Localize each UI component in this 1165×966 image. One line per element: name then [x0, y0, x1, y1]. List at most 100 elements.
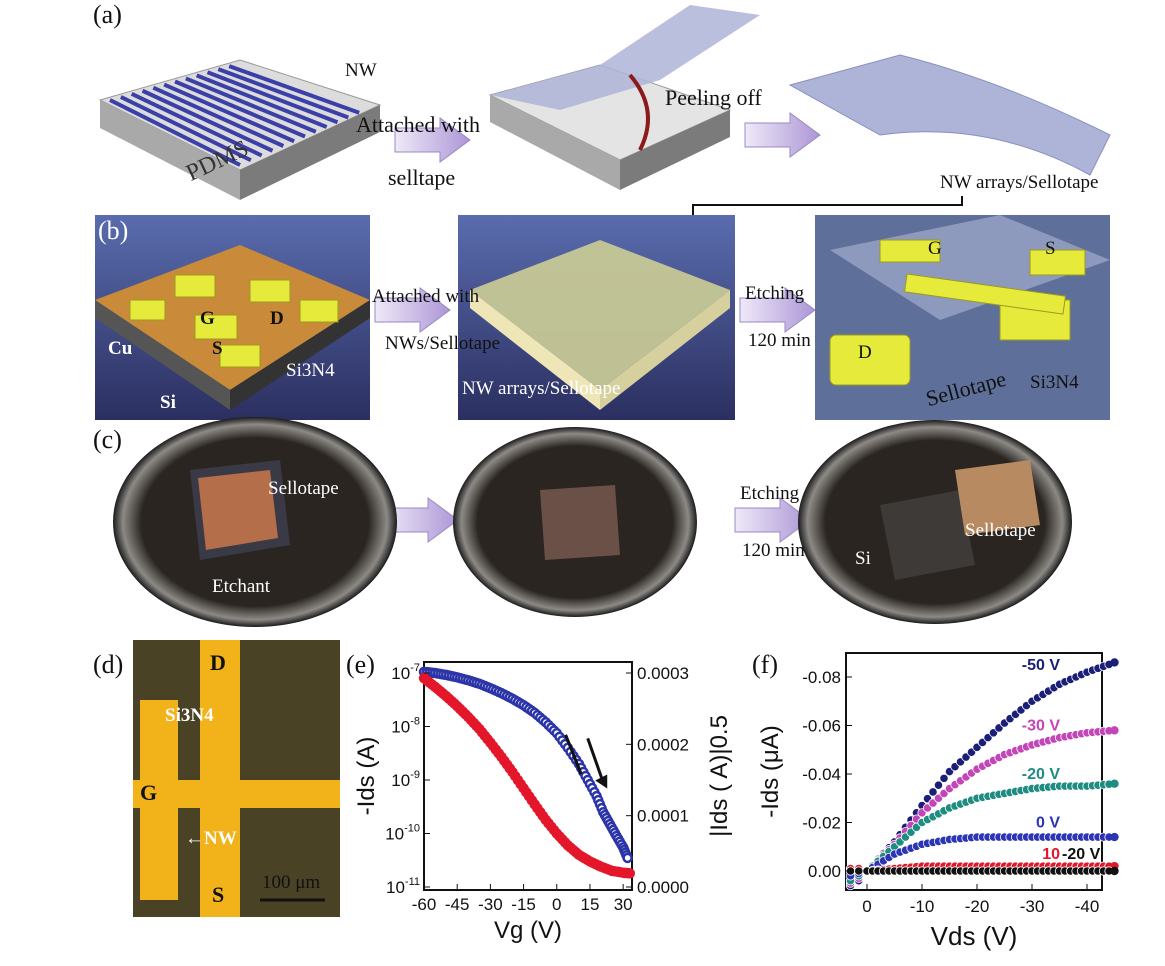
label-si3n4-micro: Si3N4 — [165, 705, 214, 726]
data-point — [1110, 779, 1119, 788]
x-tick-label: -40 — [1075, 897, 1100, 916]
x-tick-label: -45 — [445, 895, 470, 914]
nanowire — [228, 64, 360, 115]
series-label: -20 V — [1062, 846, 1101, 863]
data-point — [1110, 726, 1119, 735]
panel-label-e: (e) — [346, 650, 375, 679]
y-axis-label: -Ids (A) — [353, 737, 380, 816]
y2-tick-label: 0.0001 — [637, 807, 689, 826]
nanowire — [163, 82, 295, 144]
exponent: -11 — [405, 876, 420, 888]
x-tick-label: 30 — [614, 895, 633, 914]
data-point — [1110, 658, 1119, 667]
label-si3n4: Si3N4 — [286, 360, 335, 381]
y2-axis-label: |Ids ( A)|0.5 — [706, 715, 733, 837]
label-si-c: Si — [855, 548, 871, 569]
nanowire — [217, 67, 350, 120]
series-label: -30 V — [1022, 718, 1061, 735]
exponent: -9 — [410, 769, 420, 781]
y-tick-label: 10-11 — [386, 876, 420, 897]
label-si3n4-b: Si3N4 — [1030, 372, 1079, 393]
label-etching-b: Etching — [745, 283, 805, 304]
label-nw-arrays: NW arrays/Sellotape — [940, 172, 1099, 193]
nanowire — [174, 79, 306, 139]
y-axis-label: -Ids (μA) — [757, 725, 784, 818]
data-point — [624, 868, 636, 879]
series-label: 10 — [1042, 846, 1060, 863]
x-tick-label: -30 — [1020, 897, 1045, 916]
y2-tick-label: 0.0002 — [637, 735, 689, 754]
plot-area — [423, 661, 633, 891]
label-drain-b: D — [858, 342, 872, 363]
data-point — [854, 866, 864, 876]
data-point — [928, 787, 938, 797]
y-tick-label: 10-7 — [391, 662, 420, 683]
process-arrows — [374, 112, 821, 543]
pdms-substrate — [98, 59, 382, 200]
data-point — [1110, 832, 1119, 842]
x-axis-label: Vds (V) — [931, 921, 1018, 951]
label-selltape: selltape — [388, 165, 456, 190]
sweep-arrow-up — [564, 734, 583, 775]
y2-tick-label: 0.0000 — [637, 878, 689, 897]
label-cu: Cu — [108, 338, 133, 359]
label-sellotape-c2: Sellotape — [965, 520, 1036, 541]
y-tick-label: -0.02 — [802, 814, 841, 833]
x-tick-label: -30 — [478, 895, 503, 914]
series-label: 0 V — [1036, 815, 1060, 832]
label-drain: D — [270, 308, 284, 329]
arrow-head — [595, 774, 608, 789]
label-s-micro: S — [212, 882, 225, 907]
arrow-icon — [744, 112, 821, 158]
label-gate-b: G — [928, 238, 942, 259]
y-tick-label: 10-8 — [391, 716, 420, 737]
x-tick-label: -20 — [965, 897, 990, 916]
label-si: Si — [160, 392, 176, 413]
x-tick-label: 0 — [862, 897, 871, 916]
label-peeling-off: Peeling off — [665, 85, 762, 110]
x-tick-label: -15 — [511, 895, 536, 914]
peeling-diagram — [488, 5, 760, 190]
panel-label-d: (d) — [93, 650, 124, 679]
nanowire — [109, 98, 241, 167]
panel-label-b: (b) — [98, 216, 129, 245]
x-axis-label: Vg (V) — [494, 917, 562, 944]
label-d-micro: D — [210, 650, 226, 675]
nanowire — [141, 88, 274, 153]
exponent: -10 — [404, 823, 420, 835]
x-tick-label: 0 — [552, 895, 561, 914]
y2-tick-label: 0.0003 — [637, 664, 689, 683]
nanowire — [152, 85, 285, 148]
arrow-icon — [739, 287, 816, 333]
arrow-icon — [734, 497, 811, 543]
label-120min-c: 120 min — [742, 540, 805, 561]
label-source-b: S — [1045, 238, 1056, 259]
series-label: -50 V — [1022, 657, 1061, 674]
y-tick-label: 10-9 — [391, 769, 420, 790]
data-point — [1110, 866, 1119, 876]
series-label: -20 V — [1022, 766, 1061, 783]
panel-label-c: (c) — [93, 425, 122, 454]
nanowire — [130, 92, 263, 158]
label-g-micro: G — [140, 780, 158, 805]
x-tick-label: -10 — [910, 897, 935, 916]
label-nws-sellotape: NWs/Sellotape — [385, 333, 501, 354]
label-120min-b: 120 min — [748, 330, 811, 351]
label-attached: Attached with — [356, 112, 481, 137]
label-etchant: Etchant — [212, 576, 271, 597]
label-nw-arrays-b: NW arrays/Sellotape — [462, 378, 621, 399]
chart-e: -60 -45 -30 -15 0 15 30 10-7 10-8 10-9 10-10 10-11 0… — [353, 661, 733, 944]
sweep-arrow-down — [586, 737, 605, 783]
y-tick-label: -0.08 — [802, 668, 841, 687]
nanowire — [119, 95, 252, 163]
label-scale: 100 μm — [262, 872, 321, 893]
exponent: -8 — [410, 716, 420, 728]
y-tick-label: -0.04 — [802, 765, 841, 784]
label-source: S — [212, 338, 223, 359]
label-etching-c: Etching — [740, 483, 800, 504]
x-tick-label: -60 — [412, 895, 437, 914]
panel-label-f: (f) — [752, 650, 778, 679]
nw-sellotape-sheet — [788, 54, 1111, 176]
